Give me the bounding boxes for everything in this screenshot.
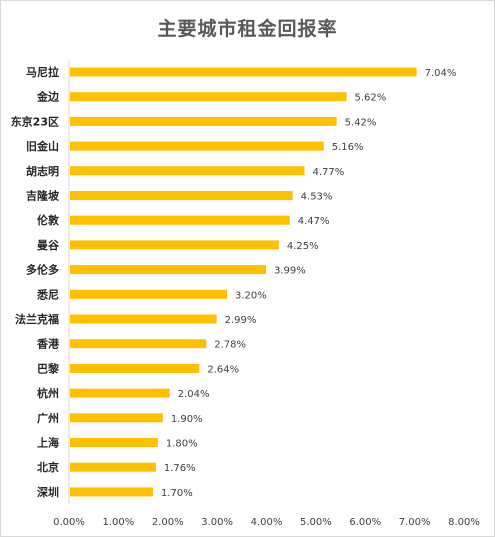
bar — [70, 215, 290, 225]
x-tick-label: 5.00% — [300, 517, 332, 528]
data-label: 4.47% — [298, 216, 330, 227]
x-tick-label: 1.00% — [102, 517, 134, 528]
category-label: 深圳 — [37, 485, 59, 499]
x-tick-label: 0.00% — [53, 517, 85, 528]
data-label: 3.99% — [274, 266, 306, 277]
bar — [70, 265, 267, 275]
data-label: 4.25% — [287, 241, 319, 252]
x-tick-label: 4.00% — [251, 517, 283, 528]
data-label: 2.64% — [207, 364, 239, 375]
x-tick-label: 3.00% — [201, 517, 233, 528]
data-label: 3.20% — [235, 290, 267, 301]
category-label: 上海 — [37, 436, 59, 450]
category-label: 吉隆坡 — [26, 189, 60, 203]
bar — [70, 116, 337, 126]
bar — [70, 92, 347, 102]
data-label: 5.16% — [332, 142, 364, 153]
category-label: 马尼拉 — [26, 65, 59, 79]
data-label: 2.99% — [225, 315, 257, 326]
bar — [70, 166, 305, 176]
category-label: 巴黎 — [37, 361, 60, 375]
x-tick-label: 6.00% — [349, 517, 381, 528]
data-label: 5.62% — [354, 93, 386, 104]
bar — [70, 67, 417, 77]
bar — [70, 314, 217, 324]
bar — [70, 388, 170, 398]
category-label: 香港 — [36, 337, 60, 351]
data-label: 7.04% — [425, 68, 457, 79]
category-label: 法兰克福 — [15, 312, 59, 326]
data-label: 2.78% — [214, 340, 246, 351]
bar — [70, 339, 207, 349]
data-label: 1.90% — [171, 414, 203, 425]
category-label: 曼谷 — [37, 238, 60, 252]
data-label: 4.53% — [301, 192, 333, 203]
bar — [70, 413, 163, 423]
category-label: 悉尼 — [36, 287, 59, 301]
bar — [70, 438, 158, 447]
bar — [70, 191, 293, 200]
chart-title: 主要城市租金回报率 — [157, 18, 338, 40]
bar — [70, 141, 324, 151]
data-label: 4.77% — [313, 167, 345, 178]
category-label: 广州 — [37, 411, 59, 425]
data-label: 1.76% — [164, 463, 196, 474]
bar — [70, 487, 153, 497]
data-label: 1.70% — [161, 488, 193, 499]
x-tick-label: 7.00% — [399, 517, 431, 528]
category-label: 北京 — [37, 460, 59, 474]
x-tick-label: 2.00% — [152, 517, 184, 528]
category-label: 多伦多 — [26, 263, 59, 277]
bar — [70, 363, 200, 373]
x-tick-label: 8.00% — [448, 517, 480, 528]
category-label: 东京23区 — [11, 114, 59, 128]
bar — [70, 462, 156, 472]
category-label: 伦敦 — [37, 213, 60, 227]
bar — [70, 240, 279, 250]
category-label: 胡志明 — [26, 164, 59, 178]
category-label: 旧金山 — [26, 139, 59, 153]
data-label: 2.04% — [178, 389, 210, 400]
bar — [70, 289, 227, 299]
category-label: 金边 — [36, 90, 60, 104]
category-label: 杭州 — [37, 386, 59, 400]
data-label: 5.42% — [345, 117, 377, 128]
data-label: 1.80% — [166, 439, 198, 450]
